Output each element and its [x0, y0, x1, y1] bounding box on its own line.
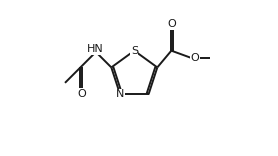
Text: O: O: [190, 53, 199, 63]
Text: HN: HN: [87, 44, 103, 54]
Text: O: O: [77, 89, 86, 99]
Text: N: N: [116, 89, 124, 99]
Text: S: S: [131, 46, 138, 56]
Text: O: O: [167, 19, 176, 29]
